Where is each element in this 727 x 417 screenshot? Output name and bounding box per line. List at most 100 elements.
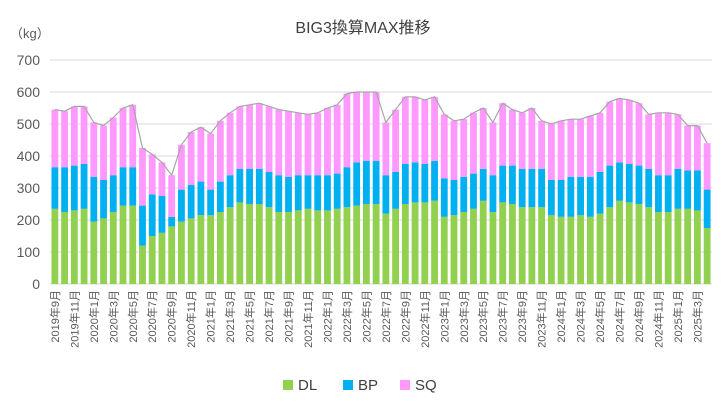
y-tick-label: 100	[17, 244, 41, 260]
bar-bp	[684, 170, 692, 209]
bar-stack	[479, 108, 487, 284]
bar-dl	[674, 208, 682, 284]
bar-sq	[343, 93, 351, 168]
bar-dl	[216, 212, 224, 284]
bar-dl	[314, 210, 322, 284]
bar-sq	[586, 116, 594, 177]
bar-sq	[479, 108, 487, 169]
bar-dl	[547, 215, 555, 284]
y-tick-label: 500	[17, 116, 41, 132]
bar-stack	[431, 96, 438, 284]
bar-sq	[187, 132, 195, 185]
bar-bp	[664, 175, 672, 212]
bar-bp	[207, 189, 215, 216]
y-tick-label: 700	[17, 52, 41, 68]
bar-dl	[236, 202, 244, 284]
legend-item-bp[interactable]: BP	[343, 377, 378, 394]
bar-bp	[528, 168, 536, 208]
bar-dl	[567, 216, 575, 284]
bar-sq	[100, 125, 107, 180]
x-tick-label: 2021年11月	[301, 290, 315, 348]
bar-bp	[148, 194, 156, 236]
y-tick-label: 400	[17, 148, 41, 164]
bar-bp	[674, 168, 682, 209]
bar-stack	[382, 122, 390, 284]
bar-bp	[70, 165, 78, 211]
x-tick-label: 2023年3月	[457, 290, 471, 343]
bar-stack	[353, 92, 361, 284]
bar-stack	[596, 112, 604, 284]
bar-sq	[693, 125, 701, 171]
bar-sq	[129, 104, 137, 168]
bar-stack	[460, 119, 468, 284]
x-tick-label: 2021年1月	[204, 290, 218, 343]
bar-bp	[129, 167, 137, 206]
bar-sq	[684, 125, 692, 171]
bar-dl	[479, 200, 487, 284]
bar-bp	[489, 175, 497, 212]
bar-sq	[392, 109, 400, 172]
bar-sq	[275, 109, 283, 176]
bar-stack	[635, 103, 643, 284]
bar-stack	[236, 106, 244, 284]
bar-bp	[411, 162, 419, 203]
bar-bp	[80, 164, 88, 209]
bar-bp	[577, 176, 584, 216]
bar-dl	[557, 216, 565, 284]
bar-sq	[645, 114, 653, 169]
bar-dl	[401, 204, 409, 284]
bar-dl	[109, 212, 117, 284]
bar-stack	[129, 104, 137, 284]
bar-sq	[353, 92, 361, 163]
bar-stack	[187, 132, 195, 284]
bar-sq	[265, 106, 273, 172]
x-tick-label: 2023年1月	[437, 290, 451, 343]
bar-bp	[625, 164, 633, 203]
x-tick-label: 2024年5月	[593, 290, 607, 343]
bar-stack	[226, 112, 234, 284]
bar-bp	[460, 176, 468, 212]
bar-bp	[168, 216, 176, 227]
x-tick-label: 2019年11月	[67, 290, 81, 348]
bar-dl	[226, 207, 234, 284]
bar-bp	[635, 165, 643, 204]
bar-bp	[304, 175, 312, 209]
bar-dl	[246, 204, 253, 284]
x-tick-label: 2024年9月	[632, 290, 646, 343]
x-tick-label: 2024年3月	[574, 290, 588, 343]
bar-bp	[236, 168, 244, 203]
legend-item-dl[interactable]: DL	[283, 377, 317, 394]
bar-bp	[246, 168, 253, 204]
bar-bp	[440, 178, 448, 217]
bar-stack	[606, 101, 614, 284]
bar-stack	[577, 119, 584, 284]
bar-dl	[178, 221, 185, 284]
bar-dl	[255, 204, 263, 284]
bar-sq	[606, 101, 614, 166]
bar-sq	[90, 122, 98, 177]
bar-dl	[285, 212, 292, 284]
bar-dl	[518, 207, 526, 284]
x-tick-label: 2020年11月	[184, 290, 198, 348]
bar-bp	[265, 172, 273, 208]
bar-sq	[547, 124, 555, 180]
bar-sq	[51, 109, 59, 168]
bar-bp	[401, 164, 409, 204]
bar-bp	[324, 175, 331, 211]
bar-stack	[275, 109, 283, 284]
bar-sq	[431, 96, 438, 161]
x-tick-label: 2021年9月	[282, 290, 296, 343]
bar-stack	[265, 106, 273, 284]
bar-sq	[470, 112, 477, 174]
bar-bp	[353, 162, 361, 206]
legend-item-sq[interactable]: SQ	[400, 377, 437, 394]
bar-stack	[538, 120, 546, 284]
x-tick-label: 2024年7月	[613, 290, 627, 343]
y-axis-ticks: 0 100 200 300 400 500 600 700	[17, 52, 41, 292]
bar-dl	[703, 228, 711, 284]
legend[interactable]: DL BP SQ	[283, 377, 437, 394]
bar-dl	[51, 208, 59, 284]
bar-dl	[294, 210, 302, 284]
bar-sq	[285, 111, 292, 177]
